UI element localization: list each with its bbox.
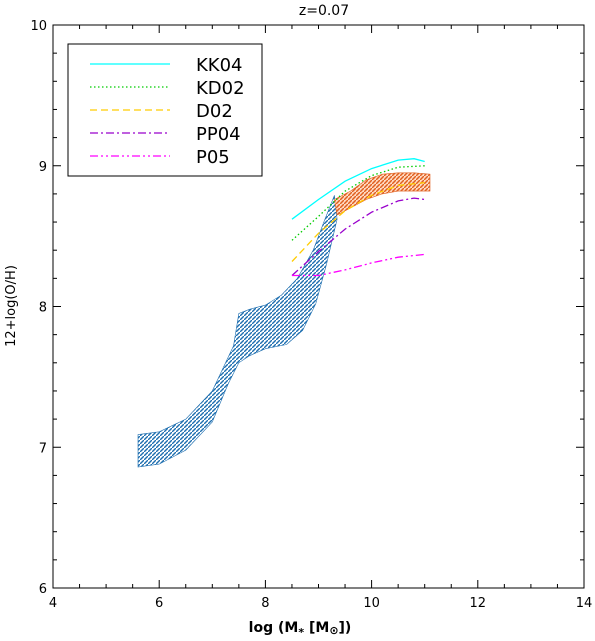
x-tick-label: 4 xyxy=(49,596,57,611)
chart-title: z=0.07 xyxy=(299,3,349,19)
y-tick-label: 9 xyxy=(39,160,47,175)
x-axis-label-main: log (M xyxy=(249,620,299,636)
shaded-bands xyxy=(137,172,431,468)
x-axis-ticks: 4 6 8 10 12 14 xyxy=(49,25,592,611)
x-axis-label-unit: [M xyxy=(304,620,329,636)
series-lines xyxy=(291,158,425,277)
y-tick-label: 6 xyxy=(39,582,47,597)
legend-label-kd02: KD02 xyxy=(196,78,245,99)
x-axis-label-sun: ⊙ xyxy=(329,624,338,637)
series-p05 xyxy=(292,253,425,277)
x-tick-label: 10 xyxy=(363,596,380,611)
series-kk04 xyxy=(291,158,425,220)
x-axis-label: log (M* [M⊙]) xyxy=(249,620,352,639)
series-pp04 xyxy=(291,197,425,276)
y-tick-label: 10 xyxy=(30,19,47,34)
band-1 xyxy=(334,172,431,216)
band-0 xyxy=(137,195,338,468)
y-axis-ticks: 6 7 8 9 10 xyxy=(30,19,584,597)
legend-label-pp04: PP04 xyxy=(196,124,241,145)
x-axis-label-close: ]) xyxy=(339,620,352,636)
x-tick-label: 12 xyxy=(470,596,487,611)
legend-label-p05: P05 xyxy=(196,147,230,168)
y-axis-label: 12+log(O/H) xyxy=(4,265,19,347)
legend-box xyxy=(67,43,263,177)
legend-label-d02: D02 xyxy=(196,101,233,122)
y-tick-label: 8 xyxy=(39,301,47,316)
x-tick-label: 14 xyxy=(576,596,593,611)
x-axis-label-sub: * xyxy=(298,626,304,639)
x-tick-label: 6 xyxy=(155,596,163,611)
legend-label-kk04: KK04 xyxy=(196,55,243,76)
y-tick-label: 7 xyxy=(39,441,47,456)
x-tick-label: 8 xyxy=(261,596,269,611)
series-d02 xyxy=(291,181,425,262)
